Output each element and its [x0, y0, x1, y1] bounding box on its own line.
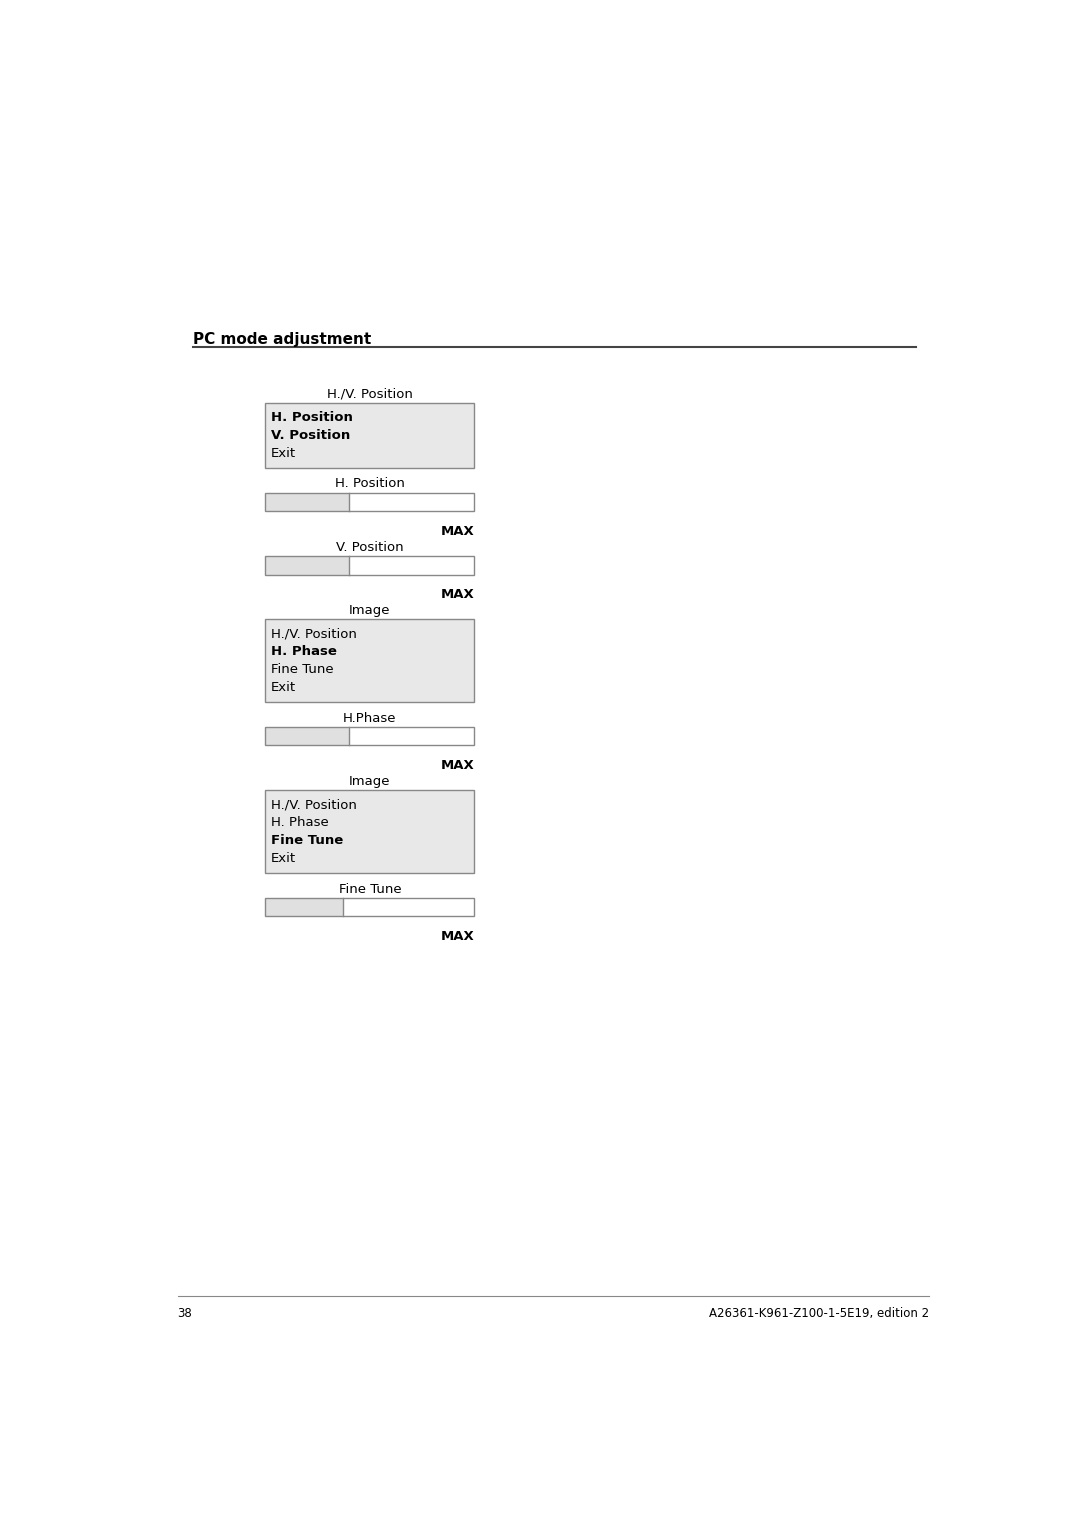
Text: Exit: Exit: [271, 446, 296, 460]
Text: Fine Tune: Fine Tune: [271, 834, 342, 847]
Bar: [342, 898, 474, 917]
Bar: [266, 494, 474, 512]
Bar: [266, 556, 349, 575]
Text: H. Phase: H. Phase: [271, 816, 328, 830]
Bar: [266, 898, 342, 917]
Text: MAX: MAX: [441, 759, 474, 772]
Text: H. Position: H. Position: [335, 477, 405, 490]
Text: 38: 38: [177, 1306, 192, 1320]
Text: V. Position: V. Position: [336, 541, 404, 553]
Text: MAX: MAX: [441, 931, 474, 943]
Text: V. Position: V. Position: [271, 429, 350, 442]
Text: H./V. Position: H./V. Position: [271, 628, 356, 640]
Text: Exit: Exit: [271, 681, 296, 694]
Text: Fine Tune: Fine Tune: [271, 663, 334, 675]
Bar: [349, 556, 474, 575]
Bar: [349, 727, 474, 746]
Text: Exit: Exit: [271, 851, 296, 865]
Bar: [266, 790, 474, 874]
Text: MAX: MAX: [441, 588, 474, 602]
Bar: [266, 898, 474, 917]
Bar: [266, 619, 474, 703]
Bar: [349, 494, 474, 512]
Text: H./V. Position: H./V. Position: [327, 388, 413, 400]
Text: H. Phase: H. Phase: [271, 645, 337, 659]
Text: H. Position: H. Position: [271, 411, 352, 425]
Text: MAX: MAX: [441, 526, 474, 538]
Text: H.Phase: H.Phase: [343, 712, 396, 724]
Text: Fine Tune: Fine Tune: [338, 883, 401, 895]
Text: H./V. Position: H./V. Position: [271, 799, 356, 811]
Bar: [266, 556, 474, 575]
Bar: [266, 727, 349, 746]
Text: A26361-K961-Z100-1-5E19, edition 2: A26361-K961-Z100-1-5E19, edition 2: [710, 1306, 930, 1320]
Bar: [266, 403, 474, 468]
Bar: [266, 727, 474, 746]
Bar: [266, 494, 349, 512]
Text: PC mode adjustment: PC mode adjustment: [193, 332, 372, 347]
Text: Image: Image: [349, 604, 391, 617]
Text: Image: Image: [349, 775, 391, 788]
